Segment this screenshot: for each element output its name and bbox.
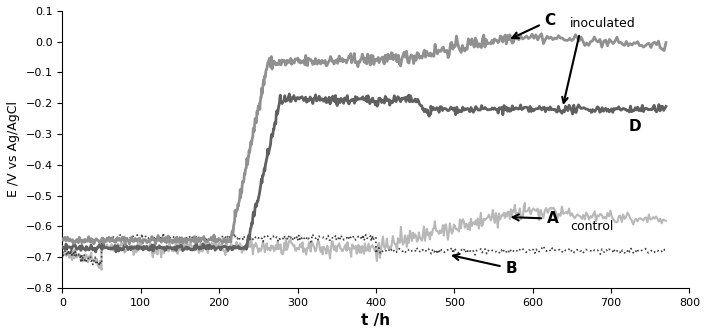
Text: D: D (629, 119, 641, 134)
Text: B: B (453, 254, 517, 276)
Text: C: C (513, 13, 556, 38)
X-axis label: t /h: t /h (361, 313, 390, 328)
Text: A: A (513, 211, 559, 226)
Text: control: control (571, 220, 614, 233)
Y-axis label: E /V vs Ag/AgCl: E /V vs Ag/AgCl (7, 102, 20, 197)
Text: inoculated: inoculated (571, 17, 636, 30)
